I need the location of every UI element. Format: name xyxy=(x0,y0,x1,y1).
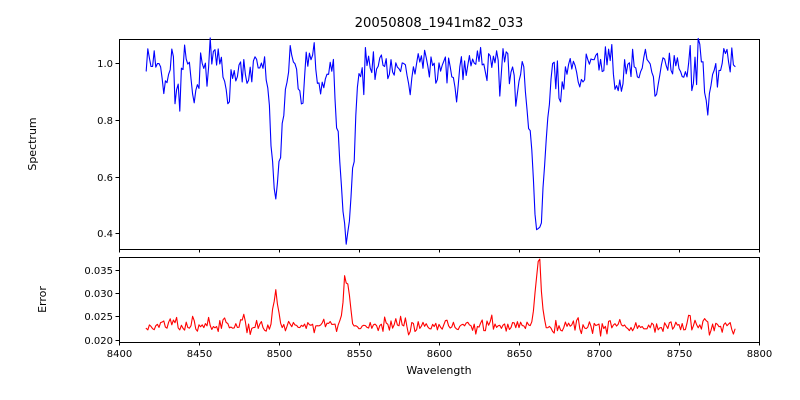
x-tick-label: 8650 xyxy=(507,349,532,360)
y-tick-label: 0.8 xyxy=(97,116,113,127)
y-tick-label: 0.020 xyxy=(84,336,113,347)
y-tick-label: 0.030 xyxy=(84,289,113,300)
x-tick-label: 8450 xyxy=(187,349,212,360)
chart-title: 20050808_1941m82_033 xyxy=(355,16,524,31)
x-tick-label: 8800 xyxy=(747,349,772,360)
y-tick-label: 0.4 xyxy=(97,229,113,240)
y-axis-label-error-panel: Error xyxy=(36,286,49,313)
series-line-error xyxy=(145,258,736,337)
x-tick-label: 8750 xyxy=(667,349,692,360)
y-tick-label: 1.0 xyxy=(97,59,113,70)
x-axis-label: Wavelength xyxy=(406,364,471,377)
y-tick-label: 0.6 xyxy=(97,173,113,184)
error-panel: 8400 8450 8500 8550 8600 8650 8700 8750 8800 0.02… xyxy=(36,257,772,360)
x-tick-label: 8600 xyxy=(427,349,452,360)
y-tick-label: 0.035 xyxy=(84,266,113,277)
y-axis-label-spectrum-panel: Spectrum xyxy=(26,117,39,170)
spectrum-panel: 0.4 0.6 0.8 1.0 Spectrum xyxy=(26,37,760,253)
series-line-spectrum xyxy=(145,37,736,245)
y-tick-label: 0.025 xyxy=(84,312,113,323)
x-tick-label: 8700 xyxy=(587,349,612,360)
x-tick-label: 8500 xyxy=(267,349,292,360)
panel-frame xyxy=(119,39,760,250)
x-tick-label: 8400 xyxy=(107,349,132,360)
x-tick-label: 8550 xyxy=(347,349,372,360)
